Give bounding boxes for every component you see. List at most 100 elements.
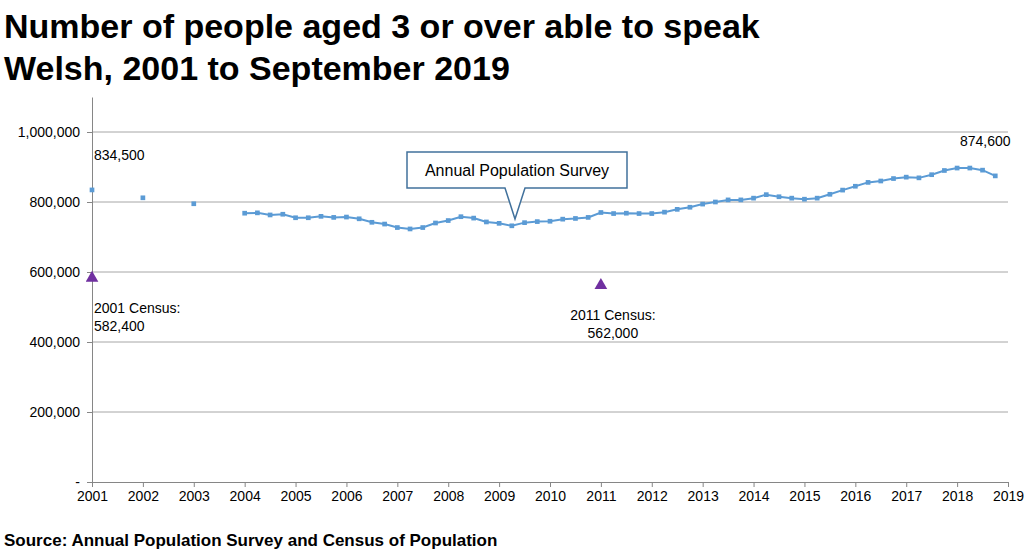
x-tick: 2011 (586, 482, 616, 504)
grid-line (92, 202, 1008, 203)
marker (509, 223, 514, 228)
y-tick-mark (87, 132, 92, 133)
y-tick-label: 400,000 (29, 334, 80, 350)
title: Number of people aged 3 or over able to … (4, 7, 760, 87)
y-tick-mark (87, 202, 92, 203)
y-tick-label: 800,000 (29, 194, 80, 210)
x-tick-mark (906, 482, 907, 487)
x-tick: 2010 (535, 482, 566, 504)
x-tick-mark (804, 482, 805, 487)
marker (370, 220, 375, 225)
y-axis-line (92, 98, 93, 483)
x-tick: 2008 (433, 482, 464, 504)
marker (484, 220, 489, 225)
y-tick: 400,000 (29, 334, 92, 350)
marker (904, 175, 909, 180)
marker (293, 215, 298, 220)
marker (306, 215, 311, 220)
marker (395, 225, 400, 230)
y-tick: 800,000 (29, 194, 92, 210)
marker (700, 202, 705, 207)
y-tick-mark (87, 482, 92, 483)
marker (942, 168, 947, 173)
marker (90, 188, 95, 193)
marker (967, 166, 972, 171)
callout-box (407, 152, 627, 219)
x-tick-mark (296, 482, 297, 487)
marker (738, 198, 743, 203)
marker (980, 168, 985, 173)
x-tick-mark (703, 482, 704, 487)
marker (955, 166, 960, 171)
y-tick-mark (87, 342, 92, 343)
y-tick-label: 1,000,000 (18, 124, 80, 140)
x-tick-mark (855, 482, 856, 487)
x-tick-mark (1008, 482, 1009, 487)
marker (624, 211, 629, 216)
grid-line (92, 412, 1008, 413)
x-tick: 2012 (637, 482, 668, 504)
marker (86, 271, 98, 282)
marker (726, 198, 731, 203)
marker (595, 278, 608, 289)
marker (191, 201, 196, 206)
marker (242, 211, 247, 216)
marker (713, 200, 718, 205)
y-axis: -200,000400,000600,000800,0001,000,000 (18, 98, 93, 490)
x-tick-mark (652, 482, 653, 487)
x-tick-label: 2002 (128, 488, 159, 504)
grid-line (92, 272, 1008, 273)
marker (853, 184, 858, 189)
marker (497, 221, 502, 226)
x-tick-mark (397, 482, 398, 487)
marker (331, 215, 336, 220)
marker (268, 213, 273, 218)
x-tick: 2019 (993, 482, 1024, 504)
x-tick: 2006 (331, 482, 362, 504)
x-tick-mark (245, 482, 246, 487)
marker (548, 219, 553, 224)
marker (891, 176, 896, 181)
marker (929, 172, 934, 177)
x-axis: 2001200220032004200520062007200820092010… (77, 482, 1024, 504)
marker (688, 205, 693, 210)
x-tick-mark (346, 482, 347, 487)
x-tick: 2002 (128, 482, 159, 504)
y-tick: 600,000 (29, 264, 92, 280)
x-tick: 2001 (77, 482, 108, 504)
marker (382, 222, 387, 227)
marker (535, 219, 540, 224)
data-labels: 834,500874,6002001 Census:582,4002011 Ce… (94, 133, 1011, 341)
x-tick-mark (92, 482, 93, 487)
x-tick-label: 2015 (789, 488, 820, 504)
marker (764, 192, 769, 197)
x-tick: 2007 (382, 482, 413, 504)
marker (408, 227, 413, 232)
x-tick-label: 2008 (433, 488, 464, 504)
marker (433, 221, 438, 226)
data-label: 834,500 (94, 147, 145, 163)
x-tick-mark (550, 482, 551, 487)
marker (599, 210, 604, 215)
x-tick-label: 2014 (738, 488, 769, 504)
x-tick: 2015 (789, 482, 820, 504)
marker (815, 196, 820, 201)
marker (917, 176, 922, 181)
y-tick: 200,000 (29, 404, 92, 420)
marker (840, 188, 845, 193)
x-tick-label: 2009 (484, 488, 515, 504)
x-tick: 2004 (230, 482, 261, 504)
marker (357, 216, 362, 221)
x-tick: 2005 (280, 482, 311, 504)
marker (573, 216, 578, 221)
x-tick-mark (448, 482, 449, 487)
marker (586, 215, 591, 220)
x-tick-label: 2006 (331, 488, 362, 504)
marker (471, 216, 476, 221)
x-tick-label: 2019 (993, 488, 1024, 504)
x-tick: 2017 (891, 482, 922, 504)
marker (420, 225, 425, 230)
x-tick: 2014 (738, 482, 769, 504)
y-tick-label: 600,000 (29, 264, 80, 280)
marker (319, 214, 324, 219)
